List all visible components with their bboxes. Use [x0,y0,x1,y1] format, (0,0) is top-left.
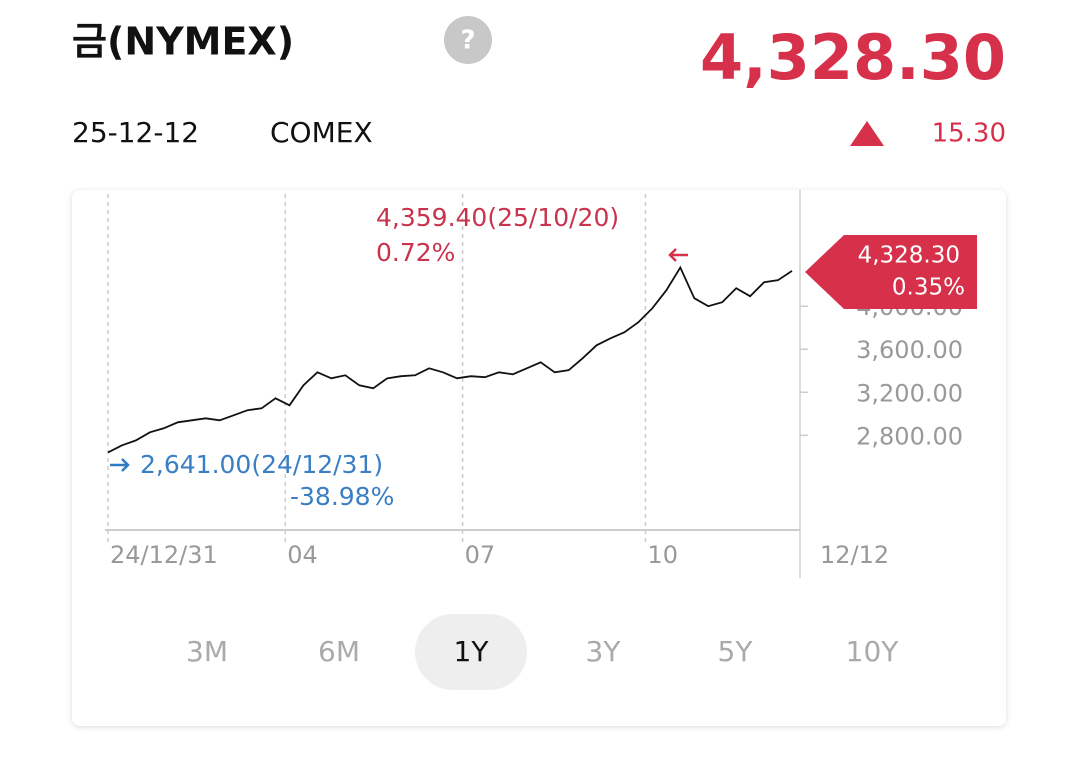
max-arrow [668,248,688,262]
last-badge [805,235,977,309]
range-button[interactable]: 6M [318,635,360,668]
price: 4,328.30 [700,21,1006,94]
range-button[interactable]: 1Y [454,635,490,668]
range-button[interactable]: 3Y [586,635,622,668]
price-line [107,265,793,454]
x-tick-label: 07 [465,541,496,569]
last-value: 4,328.30 [858,243,960,269]
max-label: 4,359.40(25/10/20) [376,203,619,232]
y-tick-label: 3,200.00 [856,379,963,407]
exchange: COMEX [270,116,373,149]
last-change: 0.35% [892,275,965,301]
y-tick-label: 2,800.00 [856,422,963,450]
range-button[interactable]: 5Y [718,635,754,668]
card [72,190,1006,726]
x-tick-label: 04 [287,541,318,569]
min-change: -38.98% [290,482,394,511]
x-tick-label: 12/12 [820,541,889,569]
min-arrow [110,458,130,472]
chart: 24/12/31 04 07 10 12/12 2,800.00 3,200.00 3,600… [107,194,977,569]
max-change: 0.72% [376,238,455,267]
x-tick-label: 24/12/31 [110,541,218,569]
help-icon[interactable] [444,16,492,64]
date: 25-12-12 [72,116,199,149]
change: 15.30 [932,119,1006,149]
y-tick-label: 3,600.00 [856,336,963,364]
range-button[interactable]: 3M [186,635,228,668]
up-triangle [850,121,884,146]
range-button[interactable]: 10Y [846,635,900,668]
x-tick-label: 10 [647,541,678,569]
title: 금(NYMEX) [72,20,294,64]
min-label: 2,641.00(24/12/31) [140,450,383,479]
range-selected-bg[interactable] [415,614,527,690]
help-mark: ? [460,26,475,56]
